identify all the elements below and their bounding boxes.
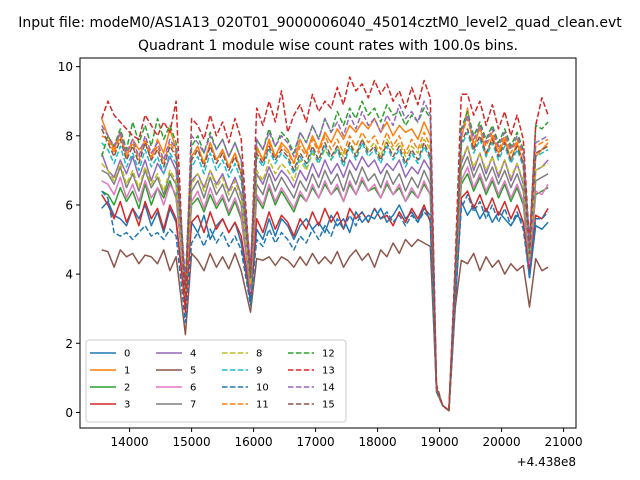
y-tick-label: 2 [65,337,73,351]
legend-label-4: 4 [190,349,196,360]
series-line-9 [101,131,549,412]
legend-label-12: 12 [322,349,335,360]
y-tick-label: 4 [65,268,73,282]
series-line-6 [101,166,549,412]
legend-label-15: 15 [322,400,335,411]
series-line-13 [100,76,549,412]
series-line-10 [101,190,549,412]
x-tick-label: 20000 [483,435,521,449]
chart-title: Quadrant 1 module wise count rates with … [138,38,518,54]
legend-box [85,339,347,423]
series-line-14 [101,100,549,412]
legend-label-5: 5 [190,366,196,377]
series-line-11 [101,117,549,412]
x-tick-label: 18000 [359,435,397,449]
legend-label-7: 7 [190,400,196,411]
series-line-4 [100,145,549,412]
legend-label-14: 14 [322,383,335,394]
plot-lines [100,76,549,412]
legend-label-0: 0 [124,349,130,360]
y-axis: 0 2 4 6 8 10 [58,60,80,420]
series-line-7 [101,155,549,412]
x-tick-label: 16000 [235,435,273,449]
legend-label-8: 8 [256,349,262,360]
series-line-3 [101,190,549,412]
x-tick-label: 15000 [173,435,211,449]
x-tick-label: 14000 [111,435,149,449]
y-tick-label: 6 [65,198,73,212]
series-line-5 [101,238,549,412]
series-line-15 [101,128,549,412]
y-tick-label: 0 [65,406,73,420]
legend-label-13: 13 [322,366,335,377]
legend-label-3: 3 [124,400,130,411]
y-tick-label: 10 [58,60,73,74]
x-offset-label: +4.438e8 [517,455,576,469]
y-tick-label: 8 [65,129,73,143]
legend-label-1: 1 [124,366,130,377]
axes-frame [79,57,577,429]
legend-label-10: 10 [256,383,269,394]
legend-label-6: 6 [190,383,196,394]
x-tick-label: 19000 [421,435,459,449]
legend-label-9: 9 [256,366,262,377]
file-title: Input file: modeM0/AS1A13_020T01_9000006… [18,15,622,31]
legend-label-11: 11 [256,400,269,411]
x-tick-label: 17000 [297,435,335,449]
x-axis: 14000 15000 16000 17000 18000 19000 20000 21000 [111,428,583,449]
x-tick-label: 21000 [545,435,583,449]
legend-label-2: 2 [124,383,130,394]
